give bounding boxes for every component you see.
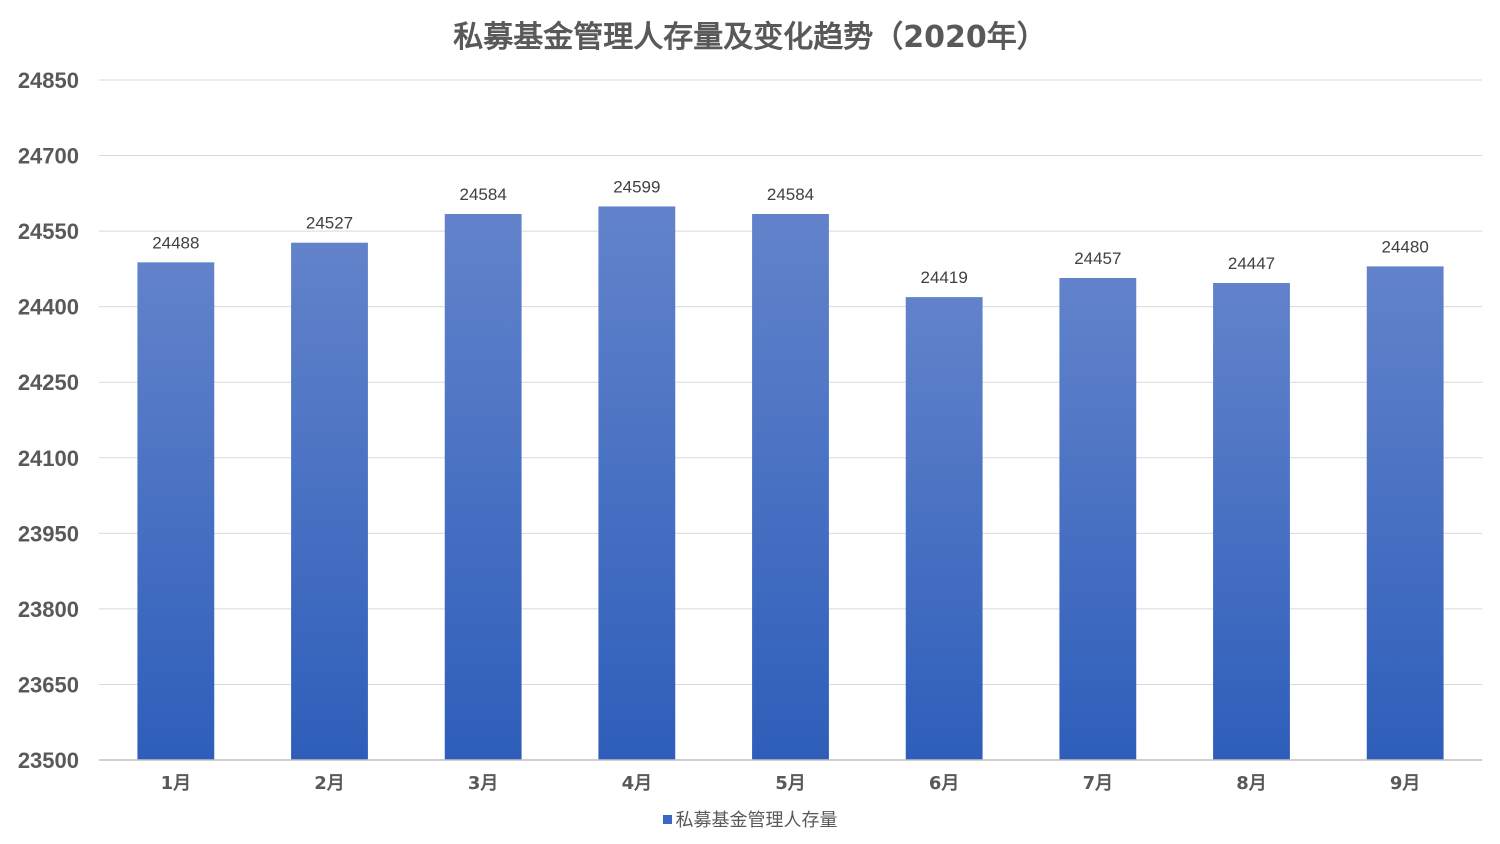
data-label: 24488 <box>152 233 199 252</box>
y-tick-label: 23950 <box>18 521 79 546</box>
data-label: 24480 <box>1382 237 1429 256</box>
legend-label: 私募基金管理人存量 <box>675 810 838 831</box>
data-label: 24584 <box>460 185 507 204</box>
y-tick-label: 24700 <box>18 144 79 169</box>
y-tick-label: 24100 <box>18 446 79 471</box>
x-tick-label: 3月 <box>468 773 499 794</box>
data-label: 24447 <box>1228 254 1275 273</box>
x-tick-label: 1月 <box>161 773 192 794</box>
bar <box>137 262 215 760</box>
y-tick-label: 24250 <box>18 370 79 395</box>
y-tick-label: 24850 <box>18 68 79 93</box>
y-tick-label: 24400 <box>18 295 79 320</box>
x-tick-label: 9月 <box>1390 773 1421 794</box>
x-tick-label: 6月 <box>929 773 960 794</box>
bar <box>291 242 368 760</box>
x-tick-label: 7月 <box>1083 773 1114 794</box>
legend-swatch <box>662 814 672 824</box>
chart-title: 私募基金管理人存量及变化趋势（2020年） <box>453 20 1047 55</box>
data-label: 24457 <box>1074 249 1121 268</box>
x-tick-label: 4月 <box>622 773 653 794</box>
data-label: 24584 <box>767 185 814 204</box>
y-tick-label: 23800 <box>18 597 79 622</box>
y-tick-label: 23500 <box>18 748 79 773</box>
bar <box>598 206 676 760</box>
x-tick-label: 5月 <box>775 773 806 794</box>
x-tick-label: 8月 <box>1236 773 1267 794</box>
data-label: 24419 <box>921 268 968 287</box>
x-tick-label: 2月 <box>314 773 345 794</box>
bar <box>905 297 983 760</box>
y-tick-label: 23650 <box>18 672 79 697</box>
bar <box>752 213 829 761</box>
bar <box>1059 277 1137 760</box>
legend: 私募基金管理人存量 <box>0 806 1500 832</box>
data-label: 24527 <box>306 214 353 233</box>
bar <box>444 213 522 761</box>
data-label: 24599 <box>613 177 660 196</box>
y-tick-label: 24550 <box>18 219 79 244</box>
bar <box>1213 282 1290 760</box>
bar <box>1366 266 1444 760</box>
